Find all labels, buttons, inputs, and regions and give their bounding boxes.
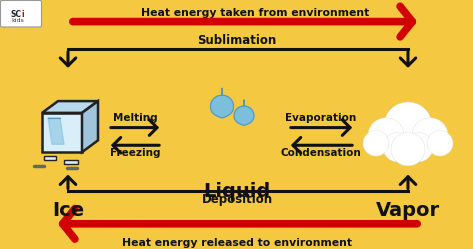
Polygon shape [82,101,98,152]
Bar [64,160,78,164]
Polygon shape [210,88,234,118]
Circle shape [403,132,433,162]
Bar [44,156,56,160]
Text: Sublimation: Sublimation [197,34,277,47]
Circle shape [363,130,389,156]
Text: SC: SC [10,10,21,19]
Text: Ice: Ice [52,201,84,220]
Polygon shape [48,118,64,144]
Circle shape [384,102,432,149]
Circle shape [391,132,425,166]
FancyBboxPatch shape [0,0,42,27]
Text: Condensation: Condensation [280,148,361,158]
Text: Freezing: Freezing [110,148,160,158]
Circle shape [412,118,448,153]
Circle shape [383,132,413,162]
Text: kids: kids [11,18,24,23]
Text: Liquid: Liquid [203,182,271,201]
Text: Evaporation: Evaporation [285,113,357,123]
Circle shape [427,130,453,156]
Polygon shape [42,101,98,113]
Polygon shape [234,100,254,125]
Circle shape [368,118,404,153]
Text: Heat energy released to environment: Heat energy released to environment [122,238,352,248]
Polygon shape [42,113,82,152]
Text: Deposition: Deposition [201,193,272,206]
Text: Heat energy taken from environment: Heat energy taken from environment [141,8,369,18]
Text: Vapor: Vapor [376,201,440,220]
Text: i: i [21,10,24,19]
Text: Melting: Melting [113,113,158,123]
